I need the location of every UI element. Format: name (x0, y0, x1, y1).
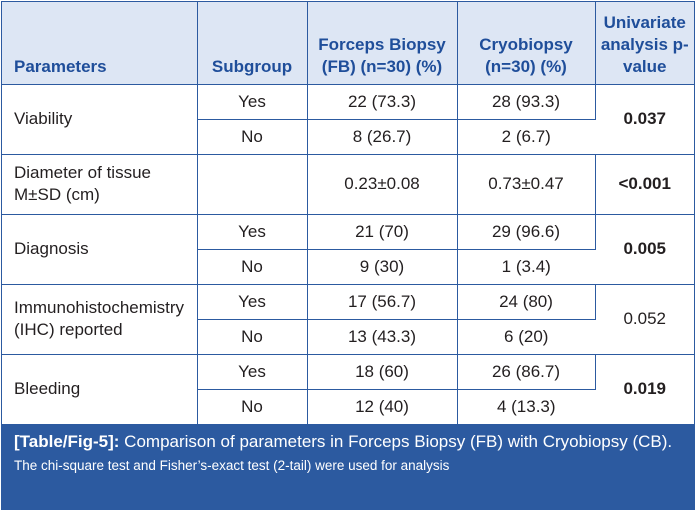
table-row: Viability Yes 22 (73.3) 28 (93.3) 0.037 (2, 84, 694, 155)
subgroup-cell: No (197, 389, 308, 425)
cryo-cell: 29 (96.6) (457, 214, 596, 250)
header-cryo: Cryobiopsy (n=30) (%) (457, 2, 596, 85)
subgroup-cell: Yes (197, 84, 308, 120)
subgroup-cell: No (197, 319, 308, 355)
header-subgroup: Subgroup (197, 2, 308, 85)
table-row: Diameter of tissue M±SD (cm) 0.23±0.08 0… (2, 154, 694, 215)
table-row: Bleeding Yes 18 (60) 26 (86.7) 0.019 (2, 354, 694, 425)
table-row: No 9 (30) 1 (3.4) (2, 249, 694, 285)
parameter-cell: Immunohistochemistry (IHC) reported (2, 284, 198, 355)
forceps-cell: 13 (43.3) (307, 319, 458, 355)
table-row: No 12 (40) 4 (13.3) (2, 389, 694, 425)
pvalue-cell: <0.001 (595, 154, 694, 215)
pvalue-cell: 0.005 (595, 214, 694, 285)
cryo-cell: 4 (13.3) (457, 389, 595, 425)
pvalue-cell: 0.037 (595, 84, 694, 155)
table-row: No 13 (43.3) 6 (20) (2, 319, 694, 355)
subgroup-cell: No (197, 249, 308, 285)
forceps-cell: 9 (30) (307, 249, 458, 285)
cryo-cell: 24 (80) (457, 284, 596, 320)
forceps-cell: 0.23±0.08 (307, 154, 458, 215)
parameter-cell: Viability (2, 84, 198, 155)
header-pvalue: Univariate analysis p-value (595, 2, 694, 85)
cryo-cell: 26 (86.7) (457, 354, 596, 390)
table-header-row: Parameters Subgroup Forceps Biopsy (FB) … (2, 2, 694, 85)
table-row: Diagnosis Yes 21 (70) 29 (96.6) 0.005 (2, 214, 694, 285)
comparison-table: Parameters Subgroup Forceps Biopsy (FB) … (2, 2, 694, 425)
forceps-cell: 12 (40) (307, 389, 458, 425)
subgroup-cell: No (197, 119, 308, 155)
cryo-cell: 2 (6.7) (457, 119, 595, 155)
subgroup-cell (197, 154, 308, 215)
forceps-cell: 21 (70) (307, 214, 458, 250)
caption-text: Comparison of parameters in Forceps Biop… (119, 431, 673, 451)
subgroup-cell: Yes (197, 284, 308, 320)
parameter-cell: Diameter of tissue M±SD (cm) (2, 154, 198, 215)
caption-main: [Table/Fig-5]: Comparison of parameters … (14, 431, 682, 453)
cryo-cell: 28 (93.3) (457, 84, 596, 120)
caption-label: [Table/Fig-5]: (14, 431, 120, 451)
table-row: No 8 (26.7) 2 (6.7) (2, 119, 694, 155)
subgroup-cell: Yes (197, 354, 308, 390)
cryo-cell: 6 (20) (457, 319, 595, 355)
caption-note: The chi-square test and Fisher’s-exact t… (14, 457, 450, 473)
parameter-cell: Bleeding (2, 354, 198, 425)
cryo-cell: 0.73±0.47 (457, 154, 596, 215)
forceps-cell: 18 (60) (307, 354, 458, 390)
pvalue-cell: 0.052 (595, 284, 694, 355)
forceps-cell: 22 (73.3) (307, 84, 458, 120)
forceps-cell: 8 (26.7) (307, 119, 458, 155)
pvalue-cell: 0.019 (595, 354, 694, 425)
figure-caption: [Table/Fig-5]: Comparison of parameters … (2, 424, 694, 509)
forceps-cell: 17 (56.7) (307, 284, 458, 320)
header-parameters: Parameters (2, 2, 198, 85)
subgroup-cell: Yes (197, 214, 308, 250)
parameter-cell: Diagnosis (2, 214, 198, 285)
cryo-cell: 1 (3.4) (457, 249, 595, 285)
table-row: Immunohistochemistry (IHC) reported Yes … (2, 284, 694, 355)
header-forceps: Forceps Biopsy (FB) (n=30) (%) (307, 2, 458, 85)
